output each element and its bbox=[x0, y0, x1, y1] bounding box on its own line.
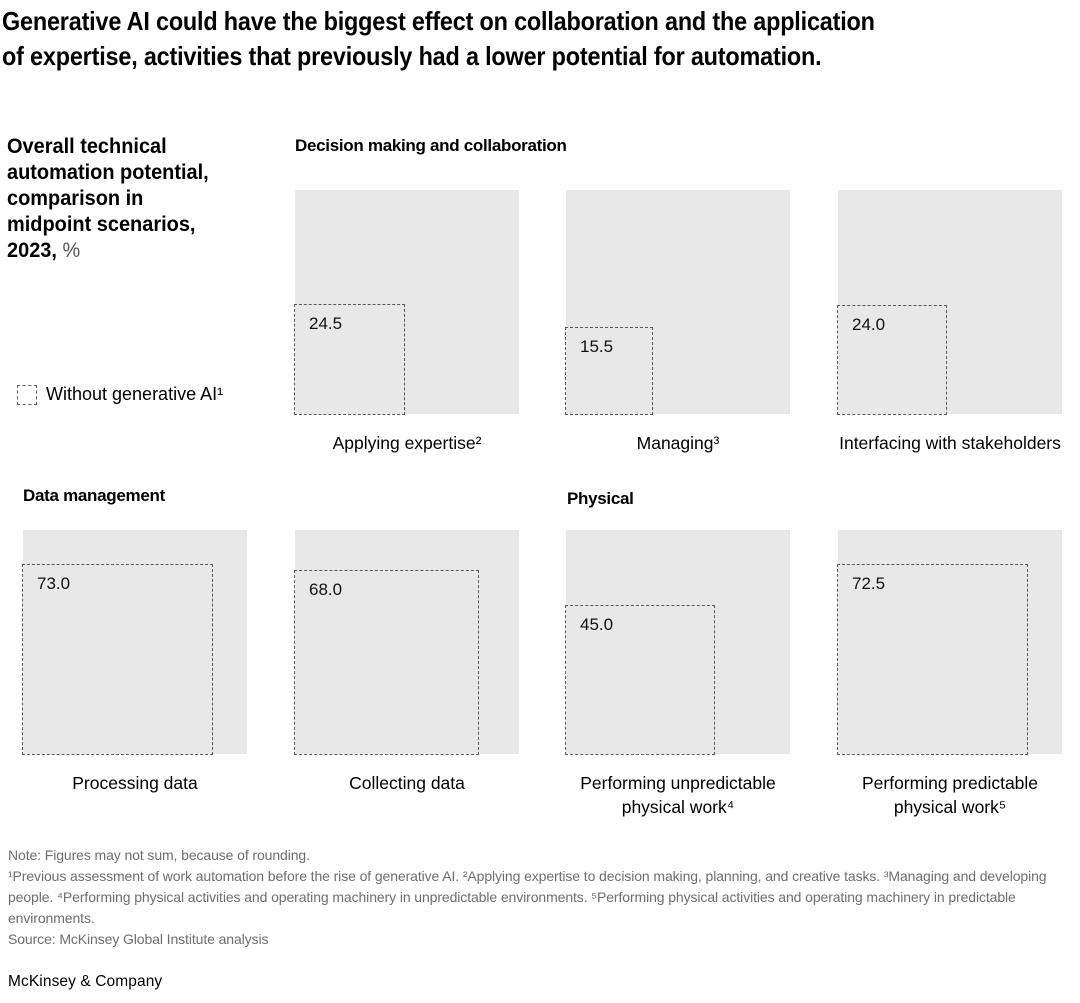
section-header-data-management: Data management bbox=[23, 486, 165, 505]
full-potential-square bbox=[295, 190, 519, 414]
without-genai-square: 45.0 bbox=[565, 604, 716, 755]
value-label: 73.0 bbox=[37, 573, 71, 593]
chart-label: Processing data bbox=[0, 771, 290, 795]
chart-label-text: physical work⁵ bbox=[893, 797, 1007, 817]
full-potential-square bbox=[566, 530, 790, 754]
full-potential-square bbox=[295, 530, 519, 754]
subtitle-line: automation potential, bbox=[7, 161, 209, 184]
value-label: 68.0 bbox=[309, 580, 343, 600]
value-label: 15.5 bbox=[580, 336, 614, 356]
chart-performing-predictable-physical-work: 72.5 Performing predictable physical wor… bbox=[837, 530, 1062, 817]
chart-label: Performing predictable physical work⁵ bbox=[795, 771, 1080, 819]
without-genai-square: 15.5 bbox=[565, 326, 654, 415]
chart-label: Applying expertise² bbox=[252, 431, 562, 455]
without-genai-square: 24.0 bbox=[837, 305, 947, 415]
chart-processing-data: 73.0 Processing data bbox=[22, 530, 247, 793]
chart-label-text: Performing predictable bbox=[861, 773, 1039, 793]
full-potential-square bbox=[838, 530, 1062, 754]
mckinsey-wordmark: McKinsey & Company bbox=[8, 973, 163, 990]
chart-label: Interfacing with stakeholders bbox=[795, 431, 1080, 455]
chart-collecting-data: 68.0 Collecting data bbox=[294, 530, 519, 793]
legend-label: Without generative AI¹ bbox=[46, 384, 224, 404]
footnote-source: Source: McKinsey Global Institute analys… bbox=[8, 931, 269, 947]
chart-label-text: Performing unpredictable bbox=[580, 773, 776, 793]
subtitle-line-last: 2023, % bbox=[7, 238, 209, 264]
chart-label-text: Processing data bbox=[72, 773, 198, 793]
chart-label-text: physical work⁴ bbox=[621, 797, 735, 817]
chart-subtitle: Overall technical automation potential, … bbox=[7, 134, 209, 264]
chart-label-text: Interfacing with stakeholders bbox=[839, 433, 1061, 453]
chart-label-text: Collecting data bbox=[349, 773, 465, 793]
value-label: 24.5 bbox=[309, 314, 343, 334]
chart-performing-unpredictable-physical-work: 45.0 Performing unpredictable physical w… bbox=[565, 530, 790, 817]
subtitle-unit: % bbox=[62, 239, 81, 262]
chart-interfacing-with-stakeholders: 24.0 Interfacing with stakeholders bbox=[837, 190, 1062, 453]
chart-label-text: Applying expertise² bbox=[332, 433, 482, 453]
page-title-line-1: Generative AI could have the biggest eff… bbox=[2, 6, 875, 36]
footnote-note: Note: Figures may not sum, because of ro… bbox=[8, 847, 310, 863]
subtitle-line: midpoint scenarios, bbox=[7, 213, 196, 236]
chart-label: Performing unpredictable physical work⁴ bbox=[523, 771, 833, 819]
subtitle-line: comparison in bbox=[7, 187, 144, 210]
without-genai-square: 72.5 bbox=[837, 564, 1028, 755]
section-header-decision-making: Decision making and collaboration bbox=[295, 136, 567, 155]
chart-label-text: Managing³ bbox=[636, 433, 720, 453]
subtitle-year: 2023, bbox=[7, 239, 57, 262]
value-label: 72.5 bbox=[852, 574, 886, 594]
dashed-square-icon bbox=[17, 384, 37, 405]
page-title-line-2: of expertise, activities that previously… bbox=[2, 41, 822, 71]
value-label: 24.0 bbox=[852, 315, 886, 335]
chart-managing: 15.5 Managing³ bbox=[565, 190, 790, 453]
full-potential-square bbox=[838, 190, 1062, 414]
subtitle-line: Overall technical bbox=[7, 135, 167, 158]
section-header-physical: Physical bbox=[567, 489, 634, 508]
chart-applying-expertise: 24.5 Applying expertise² bbox=[294, 190, 519, 453]
full-potential-square bbox=[23, 530, 247, 754]
page-title: Generative AI could have the biggest eff… bbox=[2, 4, 875, 74]
legend-item: Without generative AI¹ bbox=[17, 384, 223, 405]
without-genai-square: 73.0 bbox=[22, 563, 214, 755]
without-genai-square: 68.0 bbox=[294, 570, 479, 755]
footnote-details: ¹Previous assessment of work automation … bbox=[8, 868, 1047, 926]
without-genai-square: 24.5 bbox=[294, 304, 405, 415]
value-label: 45.0 bbox=[580, 614, 614, 634]
chart-label: Collecting data bbox=[252, 771, 562, 795]
full-potential-square bbox=[566, 190, 790, 414]
footnotes: Note: Figures may not sum, because of ro… bbox=[8, 845, 1071, 950]
chart-label: Managing³ bbox=[523, 431, 833, 455]
